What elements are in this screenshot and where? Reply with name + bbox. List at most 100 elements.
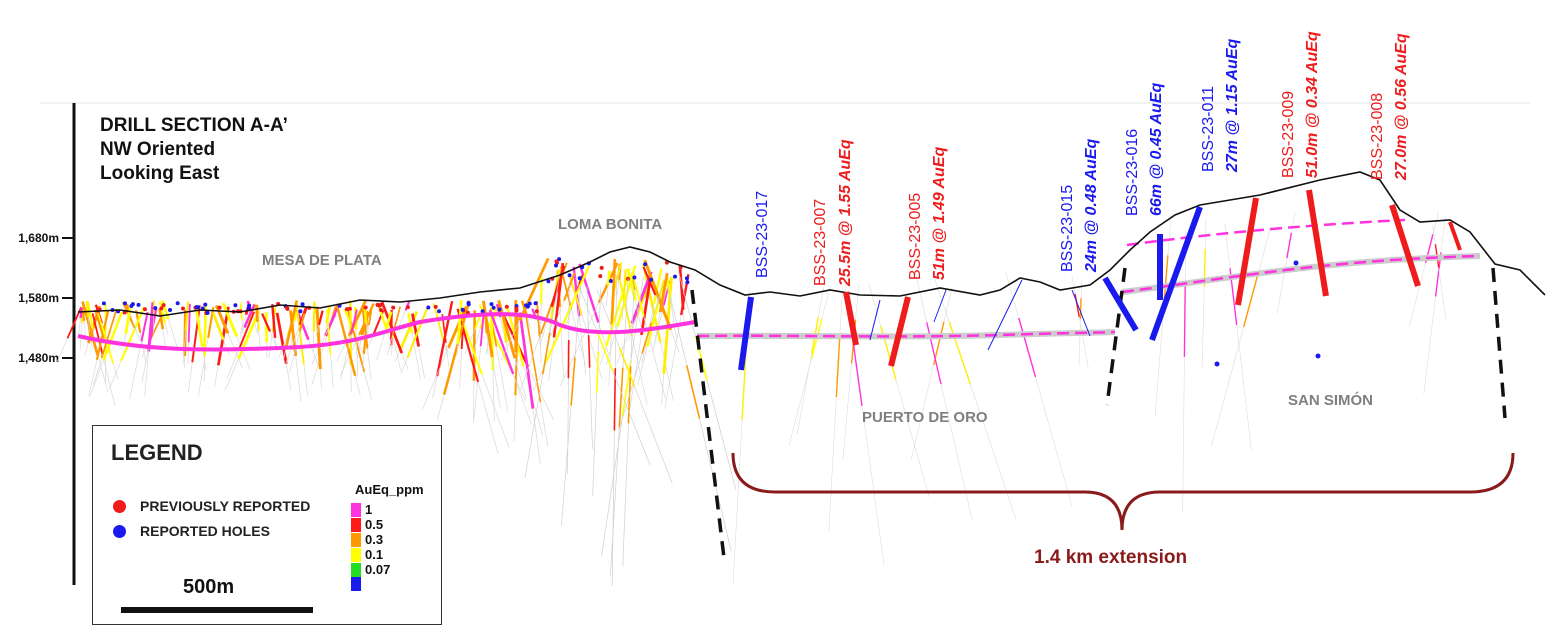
collar-dot <box>437 309 441 313</box>
drill-trace-assay <box>608 271 609 285</box>
drill-trace <box>916 273 973 520</box>
drill-trace-assay <box>1080 298 1081 319</box>
collar-dot <box>568 273 572 277</box>
colorscale-swatch <box>351 548 361 562</box>
colorscale-swatch <box>351 563 361 577</box>
drill-trace-assay <box>927 322 941 384</box>
area-label-mesa-de-plata: MESA DE PLATA <box>262 252 382 269</box>
drill-trace-assay <box>949 322 970 384</box>
drill-trace-assay <box>87 301 88 317</box>
drill-trace-assay <box>687 366 700 419</box>
hole-result-label: 51.0m @ 0.34 AuEq <box>1304 31 1321 178</box>
collar-dot <box>535 309 539 313</box>
collar-dot <box>554 264 558 268</box>
collar-dot <box>481 309 485 313</box>
collar-dot <box>578 276 582 280</box>
collar-dot <box>143 307 147 311</box>
drill-trace <box>933 273 1017 521</box>
blue-dot-icon <box>113 525 126 538</box>
legend-reported-holes-label: REPORTED HOLES <box>140 523 270 539</box>
colorscale-entry: 0.07 <box>351 562 390 577</box>
hole-id-label: BSS-23-016 <box>1124 129 1141 216</box>
collar-dot <box>505 305 509 309</box>
colorscale-title: AuEq_ppm <box>355 482 424 497</box>
collar-dot <box>673 275 677 279</box>
collar-dot <box>1215 362 1220 367</box>
collar-dot <box>153 306 157 310</box>
collar-dot <box>301 302 305 306</box>
section-view-direction: Looking East <box>100 162 288 186</box>
scale-bar-label: 500m <box>183 576 234 599</box>
fault-line-east <box>1493 268 1505 418</box>
collar-dot <box>378 304 382 308</box>
drill-trace <box>1424 217 1445 394</box>
collar-dot <box>123 301 127 305</box>
colorscale-entry: 1 <box>351 502 372 517</box>
hole-id-label: BSS-23-009 <box>1280 91 1297 178</box>
collar-dot <box>490 302 494 306</box>
drill-trace-assay <box>571 357 575 405</box>
hole-short-east <box>1450 222 1460 250</box>
collar-dot <box>233 303 237 307</box>
colorscale-swatch <box>351 533 361 547</box>
collar-dot <box>461 308 465 312</box>
drill-trace-assay <box>434 304 444 341</box>
drill-trace-assay <box>597 351 599 393</box>
drill-trace-assay <box>257 305 258 322</box>
collar-dot <box>218 306 222 310</box>
colorscale-swatch <box>351 518 361 532</box>
drill-trace <box>1005 271 1072 507</box>
collar-dot <box>685 276 689 280</box>
drill-trace-assay <box>1019 318 1036 377</box>
hole-bss-23-015 <box>1105 278 1136 330</box>
colorscale-label: 1 <box>365 502 372 517</box>
extension-label: 1.4 km extension <box>1034 547 1187 568</box>
hole-bss-23-008-a <box>1309 190 1326 296</box>
collar-dot <box>181 307 185 311</box>
drill-trace-assay <box>589 335 590 368</box>
collar-dot <box>526 305 530 309</box>
drill-trace-assay <box>1184 286 1185 357</box>
hole-id-label: BSS-23-007 <box>812 199 829 286</box>
legend-title: LEGEND <box>111 440 203 466</box>
collar-dot <box>203 303 207 307</box>
drill-trace-assay <box>186 302 188 331</box>
legend-previously-reported-label: PREVIOUSLY REPORTED <box>140 498 310 514</box>
hole-id-label: BSS-23-008 <box>1369 93 1386 180</box>
drill-trace-assay <box>580 264 599 323</box>
collar-dot <box>534 301 538 305</box>
collar-dot <box>364 306 368 310</box>
colorscale-entry: 0.1 <box>351 547 383 562</box>
drill-trace-deep <box>587 286 593 449</box>
section-title: DRILL SECTION A-A’ NW Oriented Looking E… <box>100 114 288 186</box>
fault-line-west <box>692 290 724 558</box>
hole-id-label: BSS-23-015 <box>1059 185 1076 272</box>
area-label-loma-bonita: LOMA BONITA <box>558 216 662 233</box>
section-title-line: DRILL SECTION A-A’ <box>100 114 288 138</box>
collar-dot <box>685 280 689 284</box>
collar-dot <box>1294 261 1299 266</box>
collar-dot <box>649 278 653 282</box>
elevation-tick-label: 1,680m <box>18 231 59 245</box>
thin-hole-c <box>988 280 1022 350</box>
colorscale-label: 0.3 <box>365 532 383 547</box>
collar-dot <box>206 311 210 315</box>
drill-trace <box>911 288 952 460</box>
drill-trace-assay <box>407 308 427 358</box>
area-label-san-simon: SAN SIMÓN <box>1288 391 1373 409</box>
collar-dot <box>609 279 613 283</box>
drill-trace <box>829 287 843 532</box>
collar-dot <box>102 301 106 305</box>
collar-dot <box>514 306 518 310</box>
colorscale-label: 0.5 <box>365 517 383 532</box>
drill-trace-assay <box>277 313 286 364</box>
drill-trace-assay <box>83 313 84 321</box>
collar-dot <box>598 274 602 278</box>
colorscale-label: 0.1 <box>365 547 383 562</box>
colorscale-entry <box>351 577 365 591</box>
drill-trace-assay <box>314 302 315 332</box>
drill-trace-deep <box>525 270 561 478</box>
drill-trace-assay <box>81 308 82 318</box>
legend-reported-holes: REPORTED HOLES <box>113 523 270 539</box>
